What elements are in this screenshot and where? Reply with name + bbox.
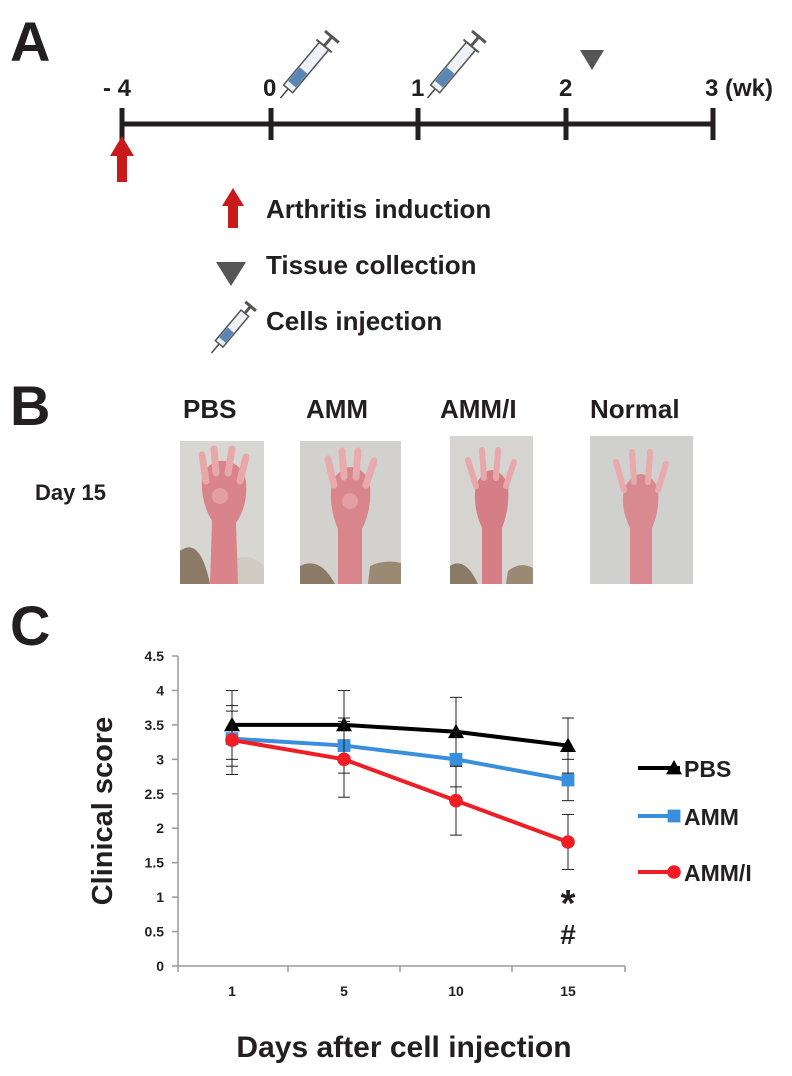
legend-marker xyxy=(667,809,681,823)
legend-arthritis-induction: Arthritis induction xyxy=(266,194,492,224)
timeline-tick-label: 0 xyxy=(263,75,277,102)
timeline-tick-label: 2 xyxy=(559,75,573,102)
legend-cells-injection: Cells injection xyxy=(266,306,443,336)
panel-c-label: C xyxy=(10,594,51,657)
tissue-collection-triangle-icon xyxy=(580,50,604,70)
series-line-amm xyxy=(231,736,569,782)
y-tick-label: 0.5 xyxy=(145,924,165,940)
day-row-label: Day 15 xyxy=(35,480,106,505)
legend-marker xyxy=(666,760,682,775)
timeline-tick-label: 3 (wk) xyxy=(705,75,774,102)
syringe-icon xyxy=(279,29,340,99)
timeline-tick-label: - 4 xyxy=(103,75,132,102)
data-point xyxy=(449,752,463,766)
legend-arrow-icon xyxy=(222,188,244,228)
data-point xyxy=(225,733,239,747)
paw-photo-amm xyxy=(300,441,401,584)
timeline-graphic xyxy=(110,29,716,354)
x-axis-label: Days after cell injection xyxy=(236,1031,571,1064)
x-tick-label: 5 xyxy=(340,983,348,999)
y-axis-label: Clinical score xyxy=(87,717,119,906)
data-point xyxy=(449,793,463,808)
data-point xyxy=(561,835,575,849)
legend-tissue-collection: Tissue collection xyxy=(266,250,477,280)
photo-group-label: AMM xyxy=(306,394,369,424)
y-tick-label: 3.5 xyxy=(145,717,165,733)
y-tick-label: 3 xyxy=(156,751,164,767)
significance-asterisk: * xyxy=(561,883,576,925)
syringe-icon xyxy=(426,29,487,99)
y-tick-label: 2 xyxy=(156,820,164,836)
legend-label: PBS xyxy=(684,756,731,782)
panel-a-label: A xyxy=(10,10,51,73)
y-tick-label: 4 xyxy=(156,682,164,698)
paw-photo-pbs xyxy=(180,441,264,584)
y-tick-label: 0 xyxy=(156,958,164,974)
x-tick-label: 15 xyxy=(560,983,576,999)
legend-label: AMM/I xyxy=(684,860,752,886)
y-tick-label: 1 xyxy=(156,889,164,905)
legend-syringe-icon xyxy=(210,300,257,354)
photo-group-label: AMM/I xyxy=(440,394,517,424)
x-tick-label: 1 xyxy=(228,983,236,999)
y-tick-label: 2.5 xyxy=(145,786,165,802)
series-line-pbs xyxy=(232,722,569,748)
significance-hash: # xyxy=(560,919,576,950)
paw-photo-amm-i xyxy=(450,436,533,584)
data-point xyxy=(561,773,575,787)
y-tick-label: 4.5 xyxy=(145,648,165,664)
x-tick-label: 10 xyxy=(448,983,464,999)
legend-marker xyxy=(667,865,681,879)
data-point xyxy=(560,737,576,752)
photo-group-label: PBS xyxy=(183,394,237,424)
y-tick-label: 1.5 xyxy=(145,855,165,871)
data-point xyxy=(448,723,464,739)
arthritis-arrow-icon xyxy=(110,136,134,182)
timeline-tick-label: 1 xyxy=(411,75,425,102)
data-point xyxy=(337,752,351,767)
photo-group-label: Normal xyxy=(590,394,680,424)
legend-label: AMM xyxy=(684,804,739,830)
legend-triangle-icon xyxy=(216,262,246,286)
paw-photo-normal xyxy=(590,436,693,584)
series-line-amm-i xyxy=(231,738,569,844)
panel-b-label: B xyxy=(10,374,51,437)
